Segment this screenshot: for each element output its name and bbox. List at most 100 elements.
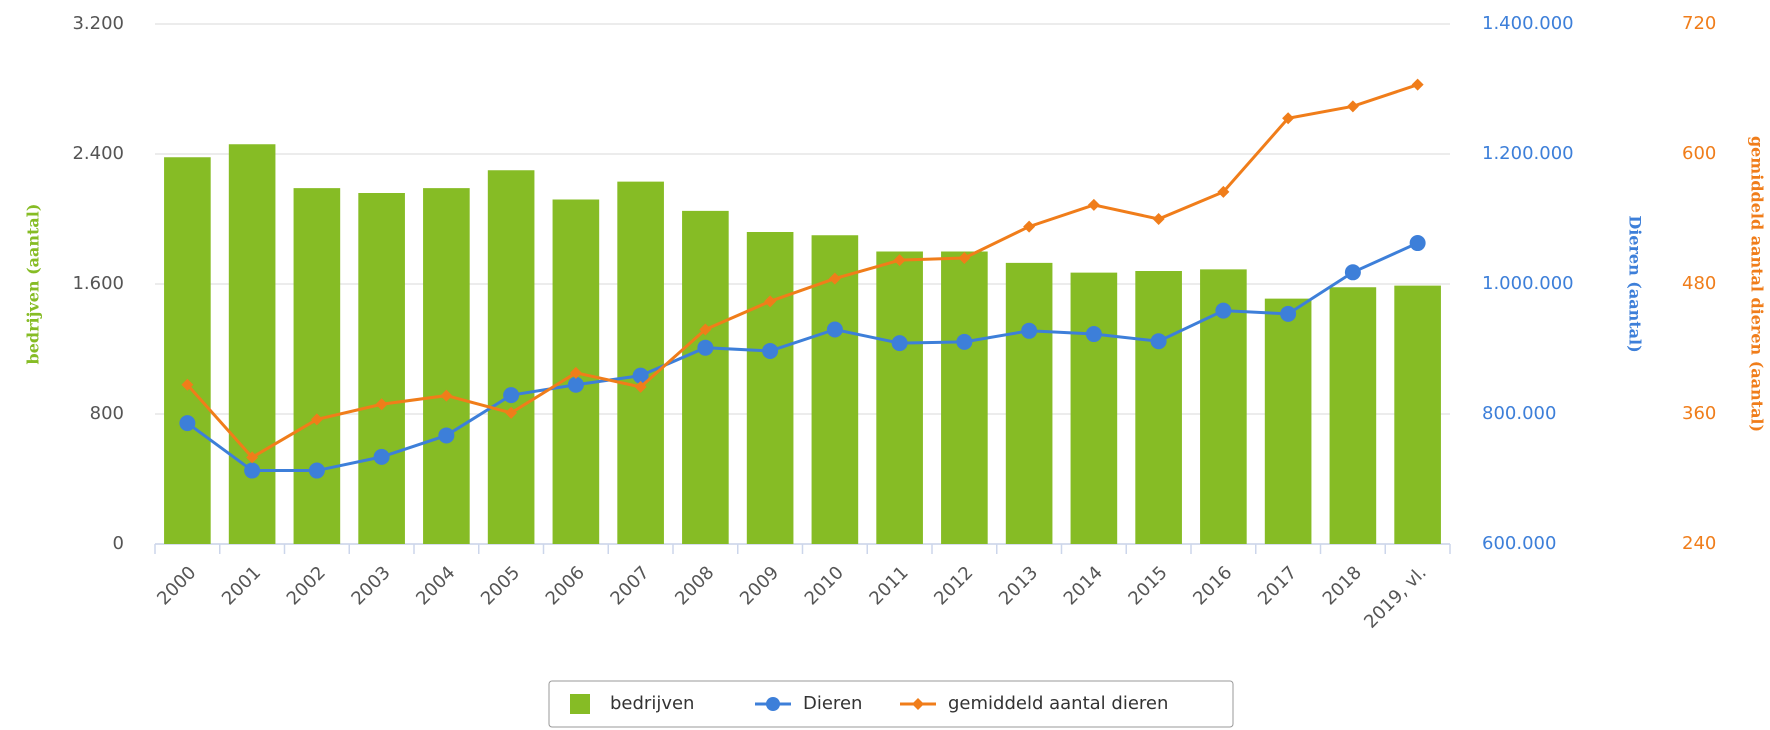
legend-label: Dieren (803, 693, 862, 714)
x-tick-label: 2000 (153, 562, 200, 609)
y2-tick-label: 1.200.000 (1482, 143, 1574, 164)
bar (876, 251, 923, 544)
marker (828, 272, 841, 285)
marker (569, 366, 582, 379)
legend-swatch (912, 698, 924, 710)
y2-axis-title: Dieren (aantal) (1626, 215, 1645, 352)
marker (1023, 220, 1036, 233)
x-tick-label: 2017 (1254, 562, 1301, 609)
bar (941, 251, 988, 544)
marker (1215, 302, 1232, 319)
x-tick-label: 2001 (218, 562, 265, 609)
marker (373, 448, 390, 465)
bar (682, 210, 729, 544)
y-tick-label: 1.600 (72, 273, 124, 294)
marker (440, 389, 453, 402)
marker (310, 413, 323, 426)
bar (228, 144, 276, 544)
bar (746, 232, 794, 544)
bar (164, 157, 211, 544)
x-tick-label: 2006 (542, 562, 589, 609)
y3-tick-label: 240 (1682, 533, 1716, 554)
marker (699, 323, 712, 336)
y2-tick-label: 800.000 (1482, 403, 1556, 424)
marker (438, 427, 455, 444)
x-tick-label: 2009 (736, 562, 783, 609)
marker (181, 378, 194, 391)
x-tick-label: 2015 (1124, 562, 1171, 609)
line (186, 83, 1419, 460)
bar (1394, 285, 1441, 544)
x-tick-label: 2007 (606, 562, 653, 609)
bar (293, 188, 341, 544)
y2-tick-label: 1.400.000 (1482, 13, 1574, 34)
marker (762, 342, 779, 359)
marker (697, 339, 714, 356)
y3-tick-label: 720 (1682, 13, 1716, 34)
marker (503, 387, 520, 404)
x-tick-label: 2012 (930, 562, 977, 609)
marker (1150, 333, 1167, 350)
y-tick-label: 3.200 (72, 13, 124, 34)
bar (811, 235, 859, 544)
y2-tick-label: 1.000.000 (1482, 273, 1574, 294)
marker (764, 295, 777, 308)
bar (1005, 262, 1053, 544)
legend-box (548, 680, 1234, 728)
x-tick-label: 2003 (347, 562, 394, 609)
marker (956, 333, 973, 350)
marker (308, 462, 325, 479)
marker (1282, 112, 1295, 125)
legend-swatch (570, 694, 590, 714)
legend-label: gemiddeld aantal dieren (948, 693, 1168, 714)
bar (1264, 298, 1312, 544)
marker (1021, 322, 1038, 339)
marker (1280, 305, 1297, 322)
x-tick-label: 2004 (412, 562, 459, 609)
bar (1070, 272, 1118, 544)
x-tick-label: 2018 (1319, 562, 1366, 609)
x-tick-label: 2016 (1189, 562, 1236, 609)
x-tick-label: 2010 (801, 562, 848, 609)
marker (1344, 264, 1361, 281)
marker (1346, 100, 1359, 113)
marker (1409, 235, 1426, 252)
marker (891, 335, 908, 352)
legend-swatch (766, 697, 780, 711)
x-tick-label: 2008 (671, 562, 718, 609)
y-axis-title: bedrijven (aantal) (24, 204, 43, 365)
marker (1152, 213, 1165, 225)
y-tick-label: 0 (113, 533, 124, 554)
x-tick-label: 2014 (1060, 562, 1107, 609)
y2-tick-label: 600.000 (1482, 533, 1556, 554)
marker (505, 406, 518, 419)
marker (958, 252, 971, 264)
x-tick-label: 2011 (865, 562, 912, 609)
bar (617, 181, 664, 544)
y3-axis-title: gemiddeld aantal dieren (aantal) (1748, 136, 1767, 432)
marker (567, 376, 584, 393)
marker (1217, 185, 1230, 198)
y3-tick-label: 600 (1682, 143, 1716, 164)
x-tick-label: 2005 (477, 562, 524, 609)
marker (179, 415, 196, 432)
y-tick-label: 800 (90, 403, 124, 424)
legend-label: bedrijven (610, 693, 694, 714)
marker (826, 321, 843, 338)
marker (375, 398, 388, 411)
x-tick-label: 2019, vl. (1360, 562, 1430, 632)
bar (358, 193, 405, 544)
line (186, 241, 1419, 473)
bar (487, 170, 535, 544)
marker (634, 380, 647, 393)
bar (1135, 271, 1182, 544)
marker (1087, 198, 1100, 211)
y-tick-label: 2.400 (72, 143, 124, 164)
x-tick-label: 2002 (283, 562, 330, 609)
marker (1085, 326, 1102, 343)
marker (1411, 78, 1424, 91)
marker (632, 367, 649, 384)
bar (423, 188, 470, 544)
x-tick-label: 2013 (995, 562, 1042, 609)
